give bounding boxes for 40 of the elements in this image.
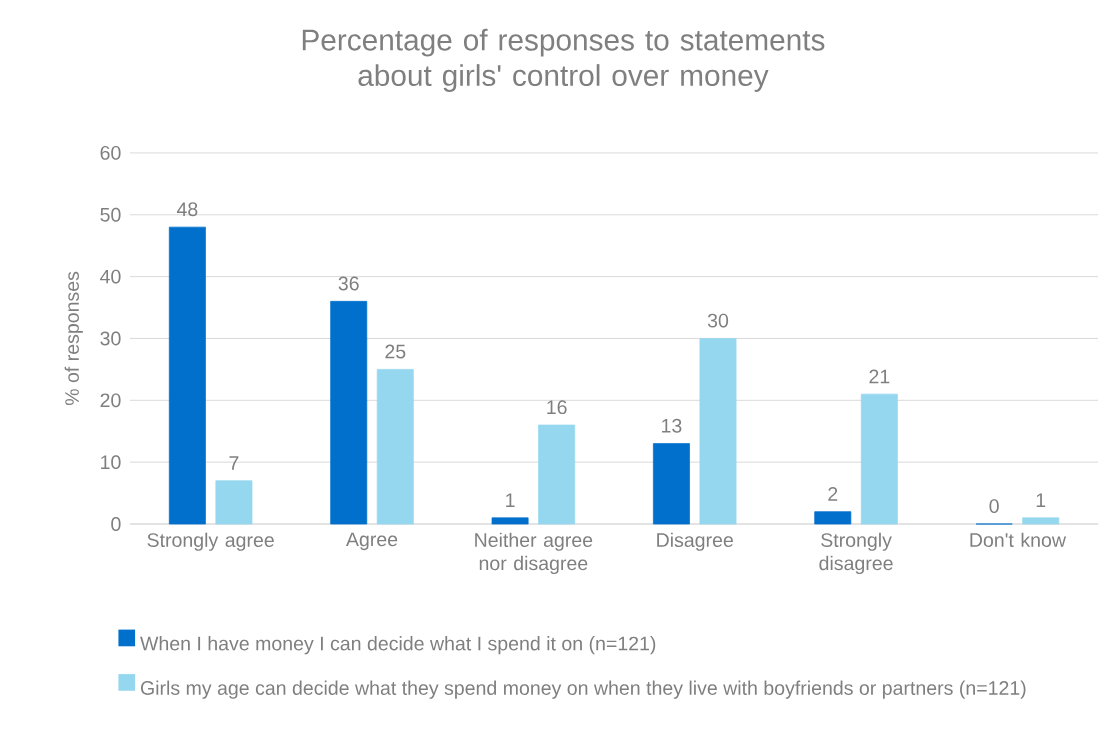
bar: [215, 480, 253, 525]
data-label: 7: [229, 456, 239, 470]
chart-title: Percentage of responses to statements about girls' control over money: [302, 28, 825, 92]
legend-label: When I have money I can decide what I spend it on (n=121): [140, 636, 656, 655]
data-label: 48: [176, 202, 198, 217]
data-label: 0: [989, 499, 999, 514]
x-tick-label: Strongly disagree: [819, 532, 893, 575]
y-tick-label: 40: [100, 269, 121, 284]
data-label: 30: [707, 313, 729, 328]
bar: [538, 424, 576, 525]
bar: [1022, 517, 1060, 525]
x-tick-label: Strongly agree: [147, 532, 274, 551]
bar: [699, 338, 737, 525]
y-tick-label: 50: [100, 207, 121, 222]
bar: [860, 393, 898, 525]
data-label: 16: [547, 400, 567, 415]
data-label: 1: [1036, 493, 1046, 507]
data-label: 25: [385, 344, 406, 359]
x-tick-label: Neither agree nor disagree: [475, 532, 593, 575]
y-tick-label: 20: [100, 393, 121, 408]
bar: [491, 517, 529, 525]
bar: [168, 226, 206, 525]
y-tick-label: 60: [100, 145, 121, 160]
y-tick-label: 30: [100, 331, 121, 346]
bar: [330, 300, 368, 525]
y-tick-label: 0: [111, 517, 121, 531]
bar: [652, 443, 690, 525]
legend-label: Girls my age can decide what they spend money on when they live with boyfriends or partners (n=121): [140, 680, 1026, 699]
bar: [814, 511, 852, 525]
bar: [376, 369, 414, 525]
x-tick-label: Don't know: [970, 532, 1067, 547]
y-tick-label: 10: [101, 455, 121, 470]
x-tick-label: Disagree: [657, 532, 733, 551]
data-label: 1: [506, 493, 515, 507]
y-axis-title: % of responses: [64, 271, 83, 406]
data-label: 21: [869, 369, 890, 384]
x-tick-label: Agree: [345, 532, 398, 551]
data-label: 36: [338, 276, 359, 291]
data-label: 13: [662, 418, 682, 433]
data-label: 2: [828, 487, 838, 501]
